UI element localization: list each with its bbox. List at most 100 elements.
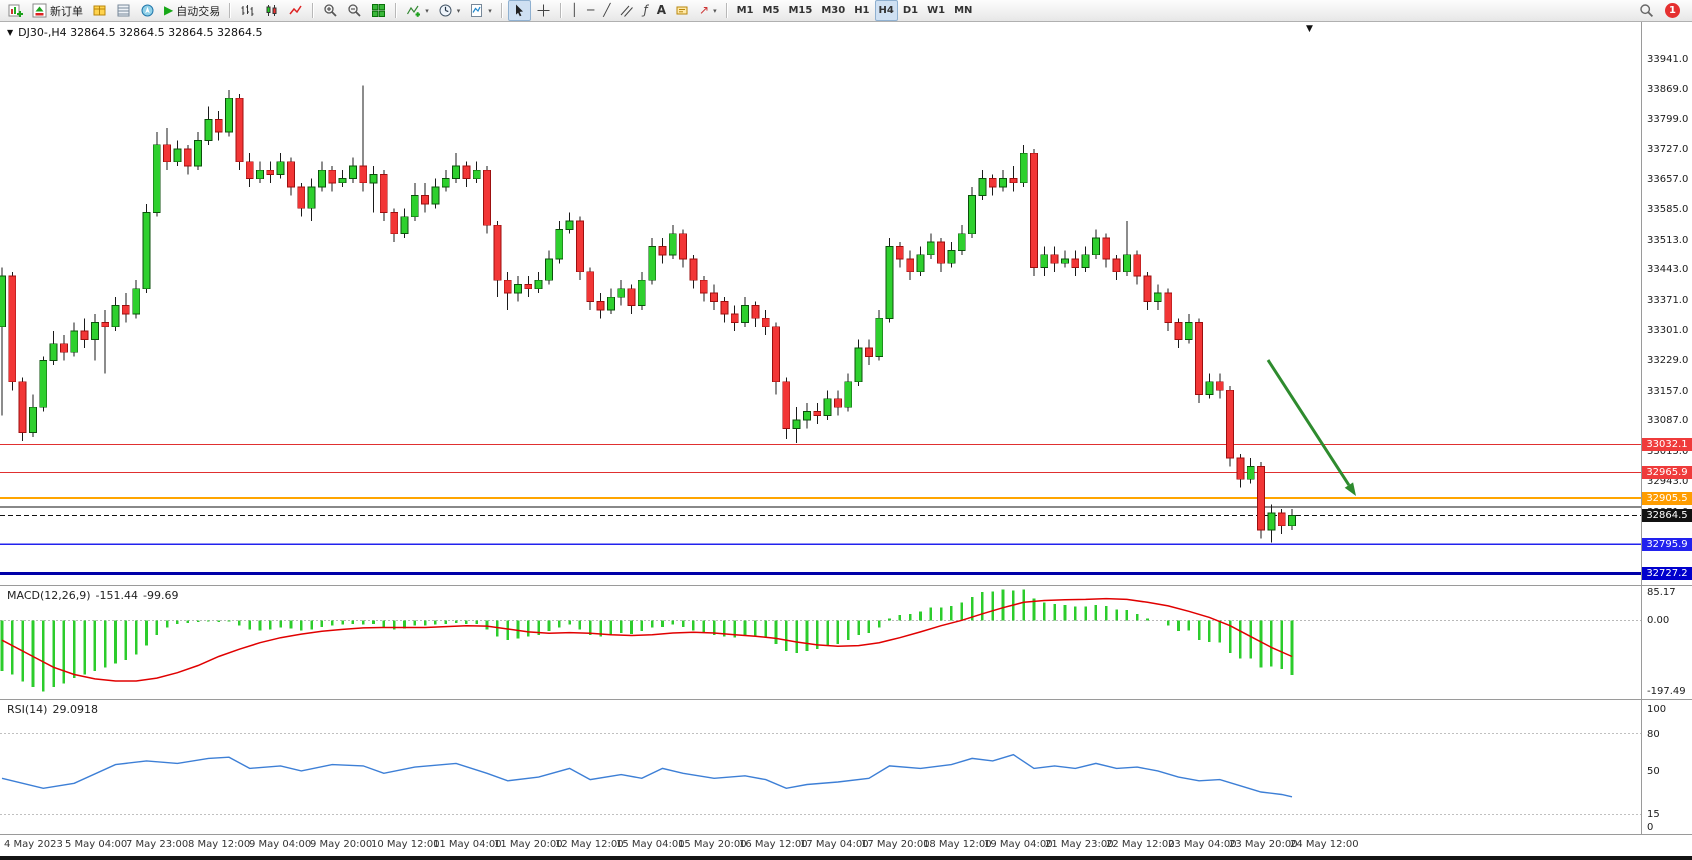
price-line-badge: 32864.5 (1642, 509, 1692, 522)
timeframe-d1-button[interactable]: D1 (899, 0, 922, 21)
indicators-icon (406, 3, 421, 18)
panel-divider[interactable] (0, 585, 1692, 586)
zoom-out-icon (347, 3, 362, 18)
chevron-down-icon: ▾ (425, 6, 429, 15)
time-axis-label: 7 May 23:00 (126, 839, 189, 850)
price-tick-label: 33657.0 (1647, 174, 1689, 185)
time-axis-label: 9 May 04:00 (249, 839, 312, 850)
timeframe-m15-button[interactable]: M15 (784, 0, 816, 21)
timeframe-h1-button[interactable]: H1 (850, 0, 873, 21)
price-tick-label: 33015.0 (1647, 446, 1689, 457)
toolbar-separator (725, 3, 728, 18)
button-label: H4 (878, 5, 894, 16)
time-axis-label: 9 May 20:00 (310, 839, 373, 850)
time-axis-label: 12 May 12:00 (555, 839, 624, 850)
tile-windows-button[interactable] (367, 0, 390, 21)
cursor-button[interactable] (507, 0, 531, 21)
horizontal-line-icon: ─ (587, 3, 595, 17)
macd-name: MACD(12,26,9) (7, 589, 91, 602)
new-order-button[interactable]: 新订单 (28, 0, 87, 21)
zoom-in-button[interactable] (319, 0, 342, 21)
price-line-badge: 32905.5 (1642, 492, 1692, 505)
data-window-icon (116, 3, 131, 18)
zoom-in-icon (323, 3, 338, 18)
toolbar: 新订单 ▶ 自动交易 ▾ ▾ ▾ │ ─ ╱ ƒ A ↗ ▾ M1 M5 M15 M30 H1 H4 D1 W1 MN 1 (0, 0, 1692, 22)
timeframe-w1-button[interactable]: W1 (923, 0, 949, 21)
fibonacci-button[interactable]: ƒ (639, 0, 651, 21)
bar-chart-button[interactable] (236, 0, 259, 21)
time-axis-label: 19 May 04:00 (984, 839, 1053, 850)
timeframe-mn-button[interactable]: MN (950, 0, 976, 21)
macd-tick-label: -197.49 (1647, 686, 1686, 697)
price-tick-label: 33799.0 (1647, 114, 1689, 125)
chart-dropdown-icon[interactable]: ▼ (7, 27, 14, 37)
quick-trade-dropdown-icon[interactable]: ▼ (1306, 24, 1313, 34)
macd-signal-value: -99.69 (143, 589, 179, 602)
time-axis-label: 17 May 20:00 (861, 839, 930, 850)
cursor-icon (512, 3, 527, 18)
text-icon: A (656, 3, 667, 17)
button-label: M30 (821, 5, 846, 16)
price-tick-label: 33229.0 (1647, 355, 1689, 366)
rsi-value: 29.0918 (52, 703, 98, 716)
zoom-out-button[interactable] (343, 0, 366, 21)
price-line-badge: 32965.9 (1642, 466, 1692, 479)
templates-button[interactable]: ▾ (465, 0, 496, 21)
macd-indicator-label: MACD(12,26,9) -151.44 -99.69 (7, 589, 178, 602)
time-axis-label: 21 May 23:00 (1045, 839, 1114, 850)
time-axis-label: 15 May 20:00 (678, 839, 747, 850)
crosshair-button[interactable] (532, 0, 555, 21)
chevron-down-icon: ▾ (456, 6, 461, 15)
macd-main-value: -151.44 (95, 589, 139, 602)
time-axis-label: 23 May 20:00 (1229, 839, 1298, 850)
timeframe-m1-button[interactable]: M1 (733, 0, 758, 21)
timeframe-h4-button[interactable]: H4 (874, 0, 898, 21)
bottom-bar (0, 856, 1692, 860)
price-tick-label: 33941.0 (1647, 54, 1689, 65)
price-tick-label: 33513.0 (1647, 235, 1689, 246)
rsi-panel[interactable] (0, 700, 1641, 833)
horizontal-line-button[interactable]: ─ (583, 0, 598, 21)
label-button[interactable] (671, 0, 694, 21)
chart-title: ▼ DJ30-,H4 32864.5 32864.5 32864.5 32864… (7, 26, 263, 39)
templates-icon (469, 3, 484, 18)
candlestick-chart-button[interactable] (260, 0, 283, 21)
panel-divider[interactable] (0, 699, 1692, 700)
indicators-button[interactable]: ▾ (402, 0, 433, 21)
arrows-button[interactable]: ↗ ▾ (695, 0, 721, 21)
autotrading-button[interactable]: ▶ 自动交易 (160, 0, 224, 21)
button-label: MN (954, 5, 973, 16)
price-tick-label: 33157.0 (1647, 386, 1689, 397)
timeframe-m5-button[interactable]: M5 (759, 0, 784, 21)
navigator-button[interactable] (136, 0, 159, 21)
market-watch-button[interactable] (88, 0, 111, 21)
chevron-down-icon: ▾ (713, 6, 717, 15)
notification-badge[interactable]: 1 (1665, 3, 1680, 18)
crosshair-icon (536, 3, 551, 18)
chart-title-text: DJ30-,H4 32864.5 32864.5 32864.5 32864.5 (18, 26, 263, 39)
macd-panel[interactable] (0, 586, 1641, 698)
timeframe-m30-button[interactable]: M30 (817, 0, 849, 21)
new-chart-button[interactable] (4, 0, 27, 21)
price-tick-label: 33727.0 (1647, 144, 1689, 155)
periods-icon (438, 3, 453, 18)
button-label: 新订单 (50, 4, 83, 18)
price-tick-label: 32943.0 (1647, 476, 1689, 487)
button-label: M1 (736, 5, 754, 16)
new-order-icon (32, 3, 47, 18)
price-tick-label: 33443.0 (1647, 264, 1689, 275)
price-line-badge: 33032.1 (1642, 438, 1692, 451)
rsi-tick-label: 100 (1647, 704, 1667, 715)
new-chart-icon (8, 3, 23, 18)
data-window-button[interactable] (112, 0, 135, 21)
trendline-button[interactable]: ╱ (599, 0, 614, 21)
line-chart-button[interactable] (284, 0, 307, 21)
rsi-tick-label: 80 (1647, 729, 1660, 740)
price-chart[interactable] (0, 22, 1641, 585)
price-line-badge: 32727.2 (1642, 567, 1692, 580)
channel-button[interactable] (615, 0, 638, 21)
vertical-line-button[interactable]: │ (567, 0, 582, 21)
text-button[interactable]: A (653, 0, 670, 21)
search-button[interactable] (1635, 0, 1658, 21)
periods-button[interactable]: ▾ (434, 0, 465, 21)
